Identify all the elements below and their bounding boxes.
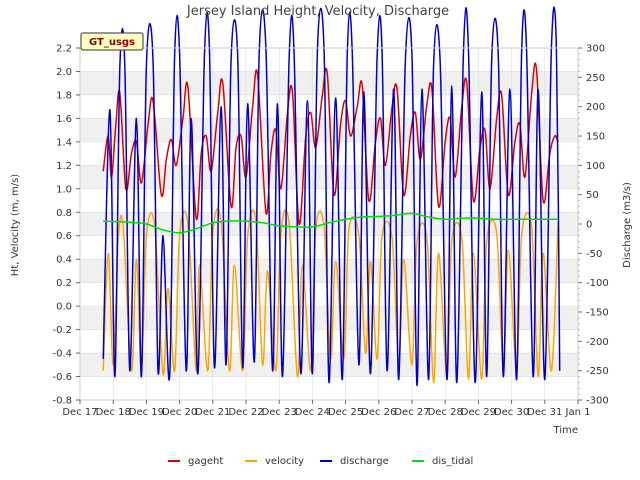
series-line-discharge	[102, 6, 561, 387]
series-layer	[102, 6, 561, 387]
x-tick-label: Dec 17	[62, 407, 97, 418]
y-right-tick-label: -200	[586, 337, 609, 348]
y-right-tick-label: -100	[586, 278, 609, 289]
right-axis: -300 -250 -200 -150 -100 -50 0 50 100 150 200 250 30…	[578, 44, 609, 407]
x-tick-label: Dec 31	[527, 407, 562, 418]
plot-band	[80, 259, 578, 283]
y-left-tick-label: -0.6	[52, 372, 72, 383]
plot-band	[80, 282, 578, 307]
x-tick-label: Dec 28	[428, 407, 463, 418]
x-tick-label: Jan 1	[565, 407, 591, 418]
y-right-tick-label: 150	[586, 132, 605, 143]
x-tick-label: Dec 29	[461, 407, 496, 418]
x-tick-label: Dec 21	[195, 407, 230, 418]
legend-label-gageht: gageht	[188, 456, 223, 467]
y-left-tick-label: 0.8	[56, 208, 72, 219]
y-right-tick-label: -150	[586, 308, 609, 319]
plot-band	[80, 235, 578, 260]
y-right-tick-label: 250	[586, 73, 605, 84]
y-right-axis-title: Discharge (m3/s)	[622, 182, 633, 268]
y-left-tick-label: 0.0	[56, 302, 72, 313]
legend-label-velocity: velocity	[265, 456, 304, 467]
y-left-tick-label: -0.4	[52, 349, 72, 360]
y-left-tick-label: 2.0	[56, 67, 72, 78]
plot-band	[80, 48, 578, 72]
series-line-velocity	[102, 208, 559, 384]
legend-label-dis_tidal: dis_tidal	[432, 456, 473, 467]
y-left-tick-label: -0.2	[52, 325, 72, 336]
x-tick-label: Dec 22	[228, 407, 263, 418]
y-left-tick-label: 1.4	[56, 137, 72, 148]
x-tick-label: Dec 26	[361, 407, 396, 418]
x-axis-title: Time	[553, 425, 578, 436]
badge: GT_usgs	[80, 32, 144, 51]
y-left-tick-label: 1.8	[56, 90, 72, 101]
x-tick-label: Dec 27	[394, 407, 429, 418]
left-axis: -0.8 -0.6 -0.4 -0.2 0.0 0.2 0.4 0.6 0.8 1.0 1.2 1.4…	[52, 44, 80, 407]
x-tick-label: Dec 30	[494, 407, 529, 418]
series-line-gageht	[102, 62, 559, 225]
y-left-tick-label: 0.2	[56, 278, 72, 289]
badge-box	[80, 32, 144, 51]
legend: gageht velocity discharge dis_tidal	[168, 456, 473, 467]
y-left-tick-label: 0.6	[56, 231, 72, 242]
y-left-tick-label: 1.0	[56, 184, 72, 195]
y-right-tick-label: 100	[586, 161, 605, 172]
y-right-tick-label: 200	[586, 102, 605, 113]
x-tick-label: Dec 19	[129, 407, 164, 418]
x-tick-label: Dec 18	[96, 407, 131, 418]
y-left-tick-label: -0.8	[52, 396, 72, 407]
y-right-tick-label: 50	[586, 190, 599, 201]
x-tick-label: Dec 25	[328, 407, 363, 418]
y-left-tick-label: 1.6	[56, 114, 72, 125]
badge-label: GT_usgs	[89, 37, 135, 48]
y-right-tick-label: 300	[586, 44, 605, 55]
x-tick-label: Dec 20	[162, 407, 197, 418]
y-left-axis-title: Ht, Velocity (m, m/s)	[10, 174, 21, 277]
y-right-tick-label: -250	[586, 366, 609, 377]
y-right-tick-label: 0	[586, 220, 592, 231]
y-left-tick-label: 2.2	[56, 44, 72, 55]
legend-label-discharge: discharge	[340, 456, 389, 467]
chart-title: Jersey Island Height, Velocity, Discharg…	[186, 4, 449, 19]
y-right-tick-label: -300	[586, 396, 609, 407]
y-right-tick-label: -50	[586, 249, 602, 260]
y-left-tick-label: 0.4	[56, 255, 72, 266]
plot-band	[80, 376, 578, 400]
x-tick-label: Dec 23	[262, 407, 297, 418]
x-tick-label: Dec 24	[295, 407, 330, 418]
series-line-dis_tidal	[103, 212, 559, 234]
y-left-tick-label: 1.2	[56, 161, 72, 172]
